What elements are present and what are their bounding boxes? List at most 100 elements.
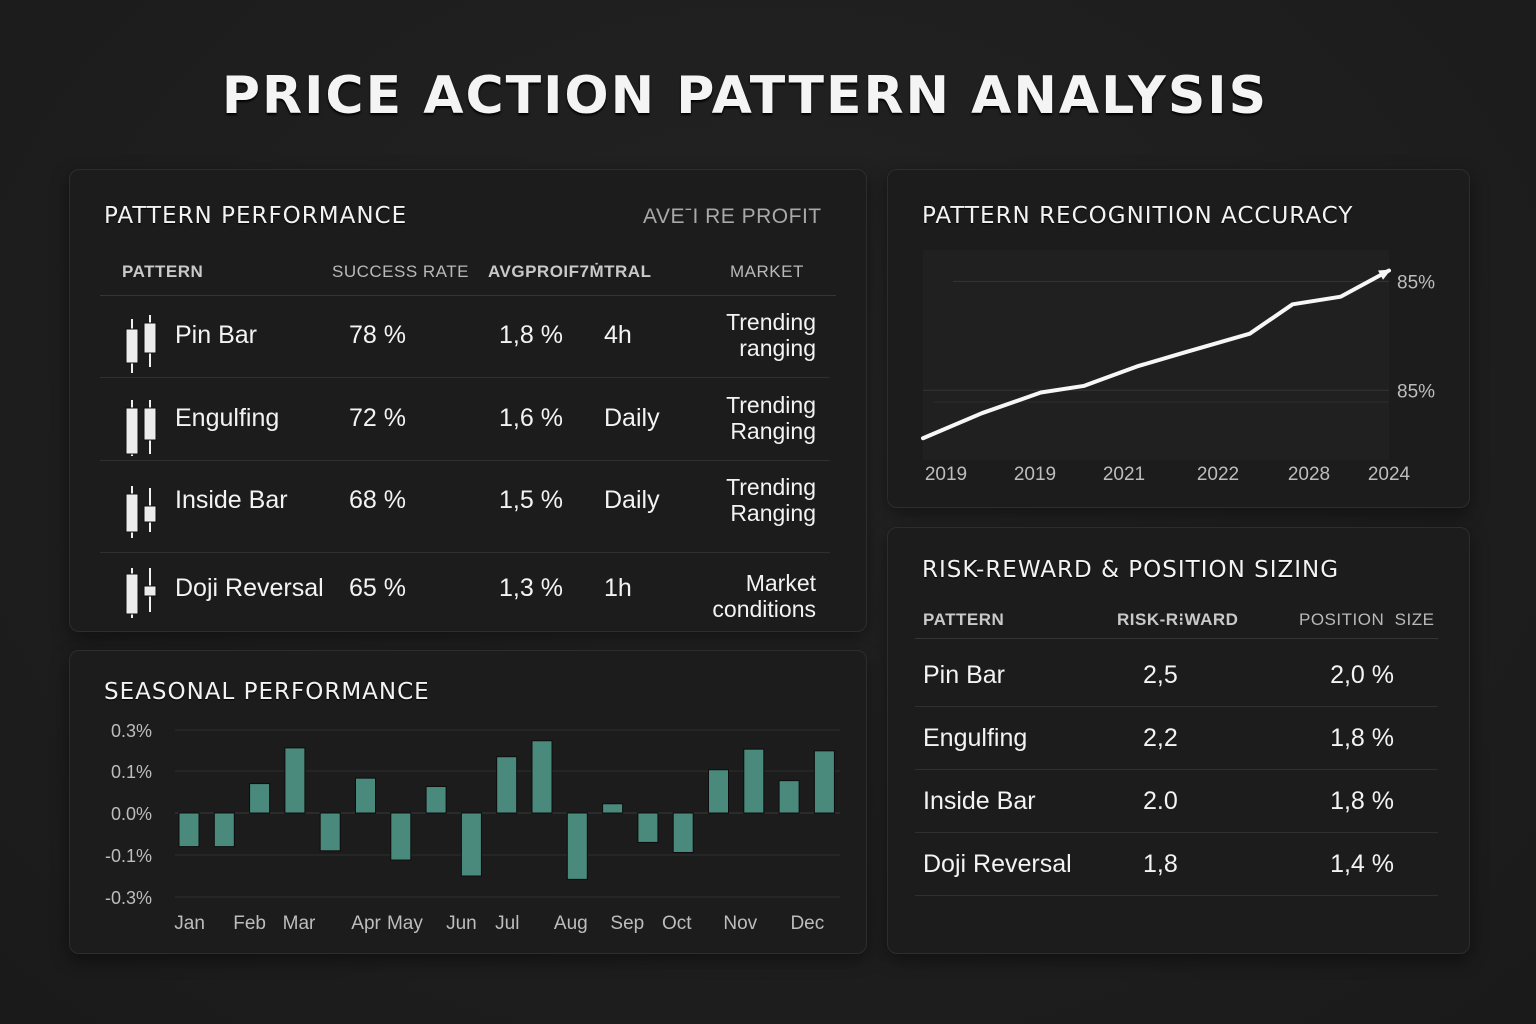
pattern-performance-panel: PATTERN PERFORMANCE AVEˉI RE PROFIT PATT… bbox=[69, 169, 867, 632]
position-size-value: 1,8 % bbox=[1330, 787, 1394, 815]
risk-reward-row: Doji Reversal 1,8 1,4 % bbox=[888, 837, 1469, 900]
seasonal-bar bbox=[496, 756, 518, 814]
market-condition: Trending Ranging bbox=[726, 474, 816, 526]
timeframe: 4h bbox=[604, 321, 632, 349]
y-tick-label: 85% bbox=[1397, 381, 1435, 402]
pattern-row: Inside Bar 68 % 1,5 % Daily Trending Ranging bbox=[70, 470, 866, 553]
row-divider bbox=[100, 460, 830, 461]
accuracy-line-chart: 85% 85% 2019 2019 2021 2022 2028 2024 bbox=[921, 250, 1435, 485]
row-divider bbox=[915, 769, 1438, 770]
x-tick-label: Oct bbox=[662, 913, 692, 934]
risk-reward-value: 2.0 bbox=[1143, 787, 1178, 815]
market-condition-line1: Trending bbox=[726, 392, 816, 418]
seasonal-bar bbox=[425, 786, 447, 814]
pattern-row: Pin Bar 78 % 1,8 % 4h Trending ranging bbox=[70, 305, 866, 385]
pattern-row: Engulfing 72 % 1,6 % Daily Trending Ranging bbox=[70, 388, 866, 468]
risk-reward-row: Inside Bar 2.0 1,8 % bbox=[888, 774, 1469, 837]
risk-reward-panel: RISK-REWARD & POSITION SIZING PATTERN RI… bbox=[887, 527, 1470, 954]
market-condition-line1: Trending bbox=[726, 309, 816, 335]
doji-reversal-candlestick-icon bbox=[125, 568, 157, 618]
market-condition: Trending ranging bbox=[726, 309, 816, 361]
market-condition: Market conditions bbox=[712, 570, 816, 622]
seasonal-bar bbox=[637, 812, 659, 843]
row-divider bbox=[915, 706, 1438, 707]
header-pattern: PATTERN bbox=[122, 262, 204, 281]
x-tick-label: Dec bbox=[790, 913, 824, 934]
seasonal-bar bbox=[743, 748, 765, 814]
position-size-value: 1,4 % bbox=[1330, 850, 1394, 878]
row-divider bbox=[915, 832, 1438, 833]
x-tick-label: 2019 bbox=[925, 464, 967, 485]
pattern-name: Doji Reversal bbox=[175, 574, 324, 602]
seasonal-bar bbox=[813, 750, 835, 814]
x-tick-label: 2019 bbox=[1014, 464, 1056, 485]
market-condition-line2: conditions bbox=[712, 596, 816, 622]
market-condition-line1: Trending bbox=[726, 474, 816, 500]
row-divider bbox=[100, 552, 830, 553]
x-tick-label: May bbox=[387, 913, 423, 934]
seasonal-bar bbox=[672, 812, 694, 853]
pattern-row: Doji Reversal 65 % 1,3 % 1h Market conditions bbox=[70, 550, 866, 630]
header-divider bbox=[100, 295, 836, 296]
x-tick-label: Jun bbox=[446, 913, 477, 934]
avg-profit: 1,5 % bbox=[499, 486, 563, 514]
x-tick-label: Jul bbox=[495, 913, 519, 934]
seasonal-bar bbox=[708, 769, 729, 814]
seasonal-performance-title: SEASONAL PERFORMANCE bbox=[104, 679, 430, 705]
seasonal-bar-chart: 0.3% 0.1% 0.0% -0.1% -0.3% Jan Feb Mar Apr May Jun… bbox=[105, 721, 840, 934]
rr-header-position-size: POSITION SIZE bbox=[1299, 610, 1435, 629]
seasonal-bar bbox=[566, 812, 588, 880]
seasonal-bar bbox=[531, 740, 553, 814]
pattern-name: Inside Bar bbox=[175, 486, 288, 514]
timeframe: 1h bbox=[604, 574, 632, 602]
rr-header-risk-reward: RISK-R⁝WARD bbox=[1117, 610, 1239, 629]
page-title: PRICE ACTION PATTERN ANALYSIS bbox=[221, 66, 1269, 126]
inside-bar-candlestick-icon bbox=[125, 486, 157, 538]
pattern-name: Engulfing bbox=[175, 404, 280, 432]
position-size-value: 2,0 % bbox=[1330, 661, 1394, 689]
risk-reward-title: RISK-REWARD & POSITION SIZING bbox=[922, 557, 1340, 583]
market-condition: Trending Ranging bbox=[726, 392, 816, 444]
y-tick-label: -0.1% bbox=[105, 846, 152, 866]
x-tick-label: Mar bbox=[283, 913, 316, 934]
seasonal-bar bbox=[319, 812, 341, 852]
seasonal-performance-panel: SEASONAL PERFORMANCE 0.3% 0.1% 0.0% -0.1% -0… bbox=[69, 650, 867, 954]
x-tick-label: Sep bbox=[610, 913, 644, 934]
risk-reward-row: Engulfing 2,2 1,8 % bbox=[888, 711, 1469, 774]
market-condition-line2: Ranging bbox=[730, 500, 816, 526]
x-tick-label: 2024 bbox=[1368, 464, 1411, 485]
y-tick-label: -0.3% bbox=[105, 888, 152, 908]
rr-pattern-name: Doji Reversal bbox=[923, 850, 1072, 878]
seasonal-bar bbox=[460, 812, 482, 877]
market-condition-line2: ranging bbox=[739, 335, 816, 361]
seasonal-bar bbox=[355, 777, 376, 814]
risk-reward-value: 2,2 bbox=[1143, 724, 1178, 752]
seasonal-bar bbox=[284, 747, 306, 814]
average-profit-label: AVEˉI RE PROFIT bbox=[643, 205, 822, 228]
rr-pattern-name: Engulfing bbox=[923, 724, 1028, 752]
timeframe: Daily bbox=[604, 486, 660, 514]
pattern-performance-title: PATTERN PERFORMANCE bbox=[104, 203, 408, 229]
engulfing-candlestick-icon bbox=[125, 400, 157, 456]
rr-header-divider bbox=[915, 638, 1438, 639]
seasonal-bar bbox=[249, 783, 271, 814]
rr-pattern-name: Pin Bar bbox=[923, 661, 1005, 689]
y-tick-label: 0.0% bbox=[111, 804, 152, 824]
x-tick-label: Jan bbox=[174, 913, 205, 934]
x-tick-label: 2022 bbox=[1197, 464, 1239, 485]
row-divider bbox=[915, 895, 1438, 896]
success-rate: 68 % bbox=[349, 486, 406, 514]
row-divider bbox=[100, 377, 830, 378]
seasonal-bar bbox=[602, 803, 624, 814]
y-tick-label: 85% bbox=[1397, 272, 1435, 293]
risk-reward-value: 2,5 bbox=[1143, 661, 1178, 689]
avg-profit: 1,6 % bbox=[499, 404, 563, 432]
arrow-head-icon bbox=[1378, 269, 1391, 280]
x-tick-label: Apr bbox=[351, 913, 381, 934]
x-tick-label: 2028 bbox=[1288, 464, 1330, 485]
success-rate: 78 % bbox=[349, 321, 406, 349]
header-success-rate: SUCCESS RATE bbox=[332, 262, 469, 281]
plot-area bbox=[923, 250, 1389, 460]
success-rate: 65 % bbox=[349, 574, 406, 602]
success-rate: 72 % bbox=[349, 404, 406, 432]
